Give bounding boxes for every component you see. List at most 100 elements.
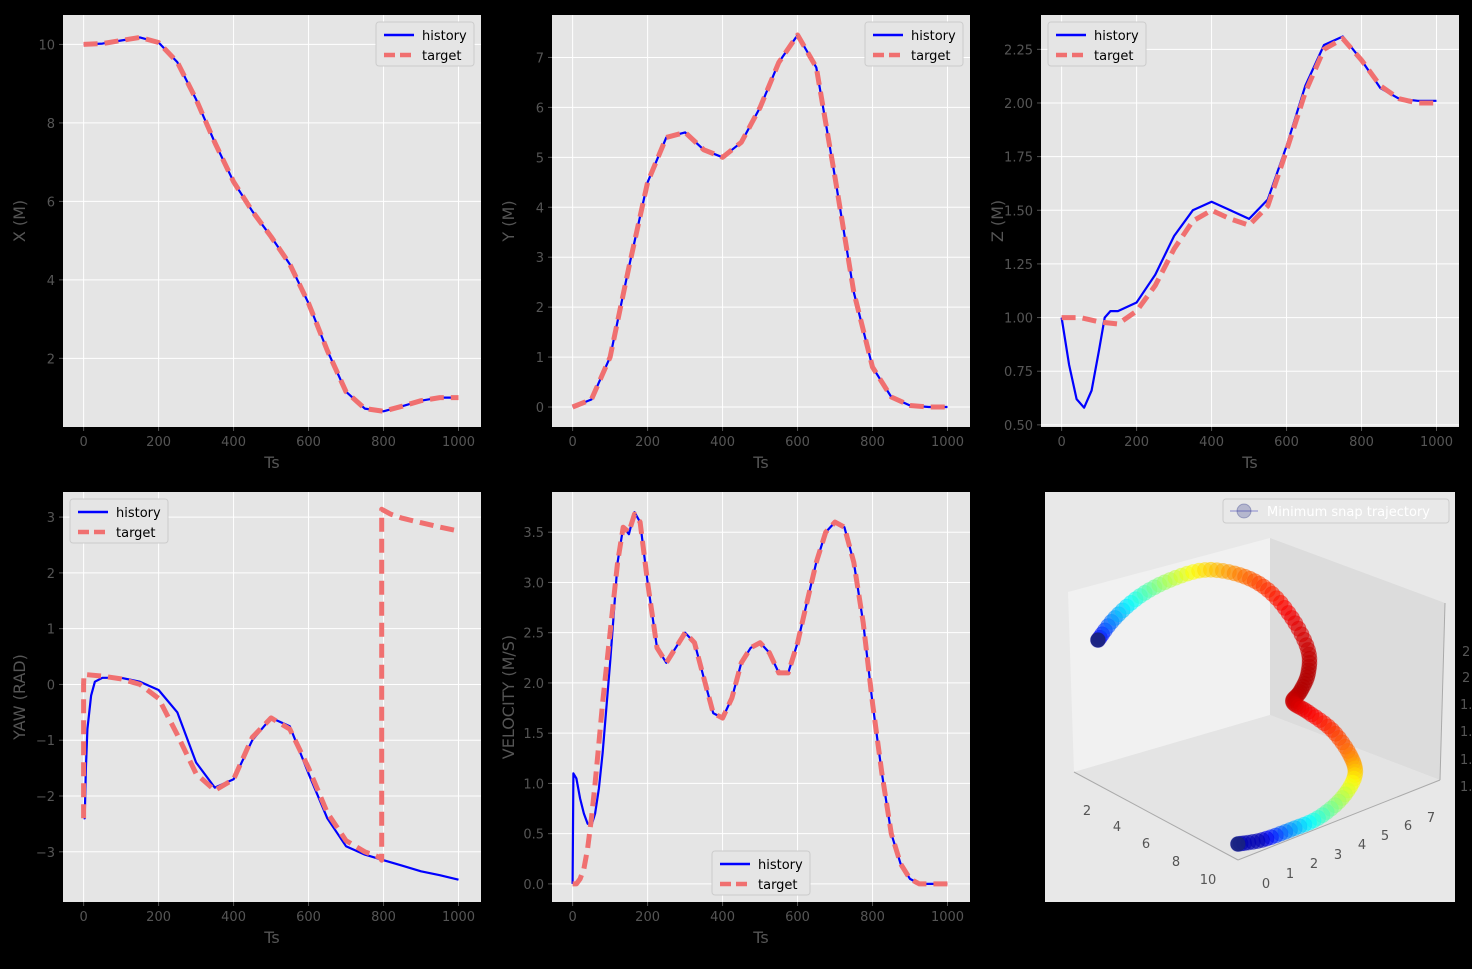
plot-area [63, 15, 481, 427]
plot-area [552, 15, 970, 427]
series-line-target [571, 32, 948, 410]
y-tick-label: 0.75 [1004, 365, 1033, 380]
y-tick-label: 2 [536, 301, 544, 316]
y-tick-label: 6 [47, 195, 55, 210]
x-tick-label: 0 [568, 910, 576, 925]
y-tick-label: 7 [1427, 811, 1435, 826]
y-tick-label: 6 [536, 101, 544, 116]
y-tick-label: 2.5 [523, 627, 544, 642]
x-tick-label: 1000 [1420, 435, 1453, 450]
x-axis-label: Ts [752, 928, 768, 947]
y-tick-label: 1.00 [1004, 312, 1033, 327]
plot-area [1041, 15, 1459, 427]
y-axis-label: X (M) [10, 200, 29, 242]
y-axis-label: Z (M) [988, 200, 1007, 242]
x-tick-label: 0 [1057, 435, 1065, 450]
legend: history target [375, 21, 475, 67]
legend-label-history: history [116, 506, 161, 521]
plot-area [63, 492, 481, 902]
x-tick-label: 0 [79, 910, 87, 925]
series-line-target [572, 511, 948, 887]
y-tick-label: 2.00 [1004, 97, 1033, 112]
legend-box [1222, 498, 1450, 524]
x-tick-label: 0 [79, 435, 87, 450]
y-tick-label: 6 [1404, 819, 1412, 834]
x-axis-label: Ts [263, 453, 279, 472]
y-axis-label: VELOCITY (M/S) [499, 635, 518, 759]
legend-label-history: history [422, 29, 467, 44]
legend: history target [1047, 21, 1147, 67]
series-line-target [83, 34, 459, 414]
x-tick-label: 1000 [931, 910, 964, 925]
x-tick-label: 1000 [442, 435, 475, 450]
x-axis-label: Ts [752, 453, 768, 472]
legend-label-target: target [422, 49, 462, 64]
legend: history target [69, 498, 169, 544]
legend-label-target: target [758, 878, 798, 893]
y-tick-label: 1.25 [1004, 258, 1033, 273]
y-tick-label: −1 [36, 734, 55, 749]
y-tick-label: 0 [1262, 877, 1270, 892]
x-tick-label: 2 [1083, 804, 1091, 819]
y-tick-label: 1.50 [1004, 204, 1033, 219]
y-tick-label: 4 [1358, 838, 1366, 853]
trajectory-end-point [1230, 836, 1246, 852]
z-axis-line [1439, 602, 1446, 781]
legend-label-history: history [1094, 29, 1139, 44]
legend-label-target: target [1094, 49, 1134, 64]
x-tick-label: 0 [568, 435, 576, 450]
y-tick-label: 10 [38, 38, 55, 53]
y-tick-label: 3 [47, 511, 55, 526]
y-tick-label: 0.0 [523, 878, 544, 893]
z-tick-label: 1. [1460, 725, 1472, 740]
y-tick-label: 4 [47, 274, 55, 289]
legend-label: Minimum snap trajectory [1267, 505, 1430, 520]
x-tick-label: 800 [371, 435, 396, 450]
x-tick-label: 400 [221, 910, 246, 925]
trajectory-start-point [1090, 632, 1106, 648]
x-tick-label: 6 [1142, 837, 1150, 852]
z-tick-label: 2 [1462, 671, 1470, 686]
x-tick-label: 200 [146, 910, 171, 925]
y-tick-label: 1.5 [523, 727, 544, 742]
x-tick-label: 200 [1124, 435, 1149, 450]
y-tick-label: 1 [47, 623, 55, 638]
x-tick-label: 600 [785, 435, 810, 450]
y-tick-label: 1 [536, 351, 544, 366]
y-tick-label: 4 [536, 201, 544, 216]
y-tick-label: −3 [36, 846, 55, 861]
legend-label-target: target [911, 49, 951, 64]
y-tick-label: 3.5 [523, 526, 544, 541]
x-tick-label: 800 [860, 435, 885, 450]
x-tick-label: 600 [785, 910, 810, 925]
x-axis-label: Ts [263, 928, 279, 947]
x-tick-label: 800 [860, 910, 885, 925]
y-tick-label: 2 [47, 567, 55, 582]
legend-label-history: history [911, 29, 956, 44]
z-tick-label: 2 [1462, 645, 1470, 660]
series-line-target [1061, 36, 1437, 327]
y-tick-label: 0 [47, 678, 55, 693]
legend-swatch-marker [1236, 503, 1252, 519]
legend: history target [711, 850, 811, 896]
x-tick-label: 800 [371, 910, 396, 925]
x-tick-label: 600 [296, 910, 321, 925]
y-tick-label: 2 [1310, 857, 1318, 872]
legend: Minimum snap trajectory [1222, 498, 1450, 524]
legend-label-target: target [116, 526, 156, 541]
y-tick-label: −2 [36, 790, 55, 805]
x-tick-label: 1000 [931, 435, 964, 450]
legend-label-history: history [758, 858, 803, 873]
x-axis-line [1073, 771, 1239, 861]
y-position-chart: 0 200 400 600 800 1000 0 1 2 3 4 5 6 7 Ts Y (M) history t… [499, 15, 970, 472]
x-tick-label: 1000 [442, 910, 475, 925]
x-tick-label: 400 [221, 435, 246, 450]
x-tick-label: 400 [710, 910, 735, 925]
y-tick-label: 3 [1334, 848, 1342, 863]
y-tick-label: 5 [1381, 829, 1389, 844]
yaw-chart: 0 200 400 600 800 1000 −3 −2 −1 0 1 2 3 Ts YAW (RAD) hi… [10, 492, 481, 947]
x-tick-label: 4 [1113, 820, 1121, 835]
y-tick-label: 8 [47, 117, 55, 132]
z-tick-label: 1. [1460, 698, 1472, 713]
